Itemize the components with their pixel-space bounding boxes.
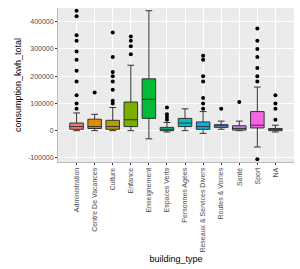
- svg-text:Reseaux & Services Divers: Reseaux & Services Divers: [199, 167, 206, 252]
- svg-text:Espaces Verts: Espaces Verts: [163, 167, 171, 212]
- svg-text:Centre De Vacances: Centre De Vacances: [91, 167, 98, 232]
- svg-text:200000: 200000: [30, 73, 53, 80]
- svg-text:Enfance: Enfance: [127, 168, 134, 194]
- svg-text:Culture: Culture: [109, 168, 116, 191]
- svg-text:consumption_kwh_total: consumption_kwh_total: [13, 38, 23, 132]
- svg-text:Personnes Agées: Personnes Agées: [181, 167, 189, 222]
- svg-text:Administration: Administration: [73, 168, 80, 212]
- svg-text:Enseignement: Enseignement: [145, 168, 153, 213]
- svg-text:Routes & Voiries: Routes & Voiries: [217, 167, 224, 219]
- svg-text:100000: 100000: [30, 100, 53, 107]
- svg-text:Santé: Santé: [236, 168, 243, 186]
- svg-text:building_type: building_type: [149, 254, 202, 264]
- svg-text:Sport: Sport: [254, 168, 262, 185]
- svg-text:NA: NA: [272, 167, 279, 177]
- svg-text:400000: 400000: [30, 18, 53, 25]
- svg-text:-100000: -100000: [28, 154, 54, 161]
- svg-text:300000: 300000: [30, 45, 53, 52]
- svg-text:0: 0: [50, 127, 54, 134]
